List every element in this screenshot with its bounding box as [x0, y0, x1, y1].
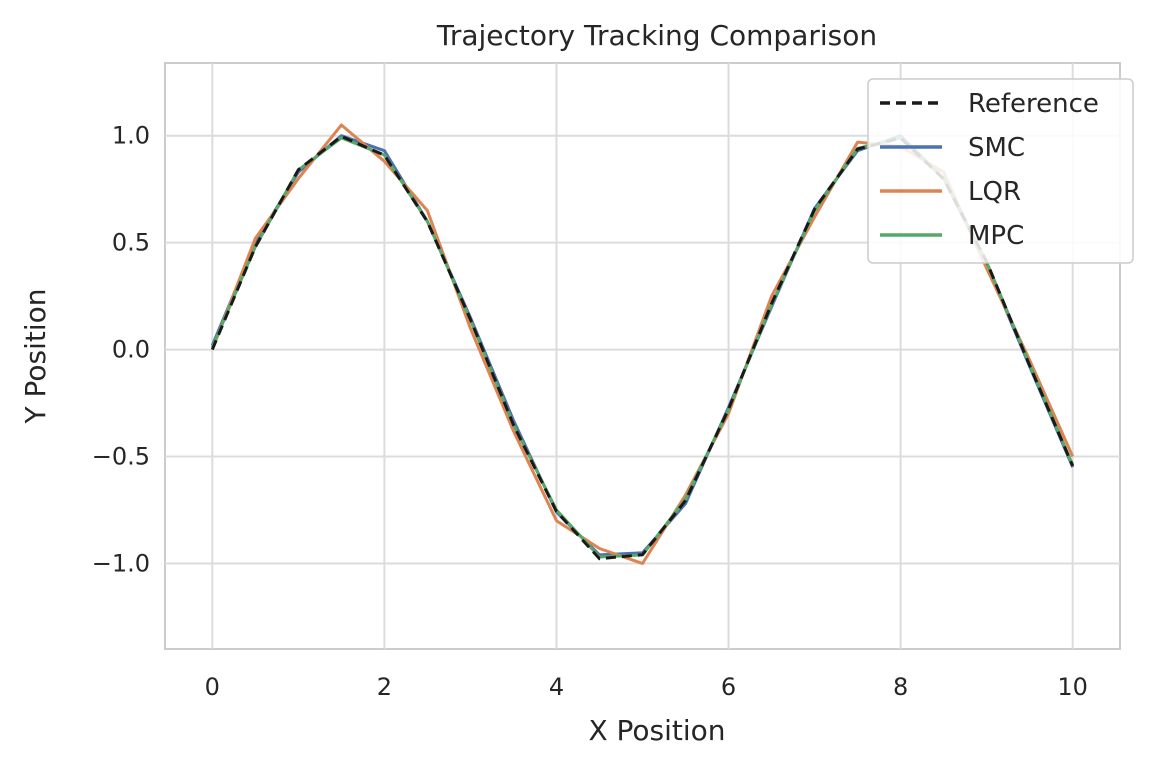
legend-label: LQR [968, 177, 1021, 207]
y-tick-label: 0.0 [112, 336, 150, 364]
x-tick-label: 2 [377, 673, 392, 701]
legend-label: MPC [968, 221, 1024, 251]
legend-label: Reference [968, 89, 1099, 119]
y-tick-label: 0.5 [112, 229, 150, 257]
legend: Reference SMC LQR MPC [868, 79, 1133, 263]
y-axis-label: Y Position [19, 288, 52, 424]
legend-label: SMC [968, 133, 1025, 163]
x-axis-label: X Position [588, 714, 725, 747]
x-tick-label: 10 [1057, 673, 1088, 701]
x-tick-label: 4 [549, 673, 564, 701]
x-tick-label: 8 [893, 673, 908, 701]
y-tick-label: −1.0 [92, 549, 150, 577]
chart-title: Trajectory Tracking Comparison [436, 19, 877, 52]
x-tick-label: 0 [205, 673, 220, 701]
y-tick-label: 1.0 [112, 122, 150, 150]
y-tick-label: −0.5 [92, 443, 150, 471]
x-tick-label: 6 [721, 673, 736, 701]
